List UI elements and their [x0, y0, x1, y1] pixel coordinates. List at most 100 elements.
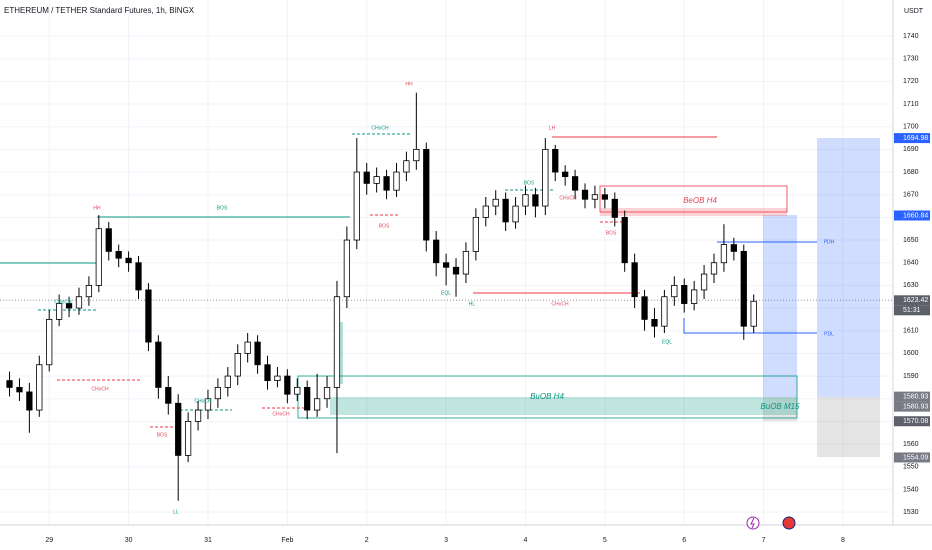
- candle-body: [75, 296, 83, 309]
- candle-body: [621, 216, 628, 264]
- candle-body: [36, 364, 43, 411]
- event-icon[interactable]: [746, 516, 760, 530]
- annotation: HH: [93, 205, 101, 211]
- candle-body: [175, 402, 182, 456]
- price-label-box: [894, 391, 930, 402]
- y-tick-label: 1560: [903, 441, 919, 448]
- candle-body: [65, 303, 73, 309]
- candle-body: [492, 198, 499, 207]
- bearish-order-block-fill: [600, 208, 787, 216]
- annotation: BuOB H4: [530, 392, 564, 401]
- candle-body: [304, 387, 311, 411]
- economic-event-icon[interactable]: [782, 516, 796, 530]
- price-label-box: [894, 401, 930, 412]
- candle-body: [611, 198, 618, 218]
- candle-body: [85, 284, 93, 298]
- annotation: PDH: [824, 239, 835, 245]
- x-tick-label: 4: [524, 537, 528, 544]
- price-label-box: [894, 133, 930, 144]
- y-tick-label: 1650: [903, 237, 919, 244]
- candle-body: [423, 148, 430, 241]
- candle-body: [333, 296, 341, 388]
- candle-body: [502, 198, 509, 223]
- candle-body: [224, 375, 231, 388]
- candle-body: [730, 244, 737, 252]
- candle-body: [284, 375, 291, 395]
- annotation: BOS: [157, 432, 168, 438]
- candle-body: [482, 205, 489, 218]
- candle-body: [641, 296, 648, 320]
- candle-body: [363, 171, 370, 184]
- zones: [297, 138, 880, 457]
- candle-body: [512, 205, 519, 223]
- annotations: HH BOS CHoCH CHoCH BOS LL CHoCH CHoCH HH CHoCH BOS…: [54, 81, 834, 515]
- candle-body: [26, 391, 33, 411]
- candle-body: [135, 262, 142, 291]
- countdown-box: [894, 305, 930, 316]
- price-label: 1570.08: [903, 418, 928, 425]
- position-target: [763, 215, 797, 397]
- annotation: CHoCH: [371, 125, 389, 131]
- candle-body: [691, 289, 698, 304]
- candle-body: [532, 194, 539, 207]
- candle-body: [591, 194, 599, 200]
- price-label: 1694.98: [903, 135, 928, 142]
- y-axis-label: USDT: [904, 8, 924, 15]
- x-tick-label: Feb: [281, 537, 293, 544]
- y-tick-label: 1680: [903, 169, 919, 176]
- candle-body: [184, 421, 192, 456]
- candle-body: [165, 387, 172, 404]
- candle-body: [125, 257, 132, 264]
- event-icon-glyph: [750, 517, 755, 529]
- price-label: 1623.42: [903, 297, 928, 304]
- candle-body: [472, 216, 479, 252]
- price-label-box: [894, 416, 930, 427]
- annotation: CHoCH: [272, 411, 290, 417]
- x-tick-label: 5: [603, 537, 607, 544]
- candle-body: [115, 250, 122, 259]
- candle-body: [700, 273, 708, 291]
- candles: [6, 92, 757, 501]
- annotation: EQL: [662, 339, 672, 345]
- candle-body: [313, 398, 321, 411]
- candle-body: [462, 250, 470, 275]
- candle-body: [353, 171, 360, 241]
- candle-body: [264, 364, 271, 382]
- candle-body: [571, 176, 579, 191]
- countdown: 51:31: [903, 307, 921, 314]
- candle-body: [254, 341, 261, 366]
- price-label: 1554.09: [903, 454, 928, 461]
- price-label-box: [894, 295, 930, 306]
- annotation: BOS: [379, 223, 390, 229]
- bullish-order-block-h4: [297, 375, 798, 419]
- axes: 1530154015501560157015801590160016101620…: [45, 33, 930, 544]
- y-tick-label: 1550: [903, 464, 919, 471]
- candle-body: [562, 171, 569, 177]
- candle-body: [6, 380, 13, 388]
- candle-body: [155, 341, 162, 388]
- candle-body: [194, 409, 202, 422]
- y-tick-label: 1730: [903, 56, 919, 63]
- candle-body: [343, 239, 351, 298]
- x-tick-label: 2: [365, 537, 369, 544]
- y-tick-label: 1590: [903, 373, 919, 380]
- candle-body: [105, 228, 112, 252]
- candle-body: [552, 148, 559, 173]
- price-label: 1660.84: [903, 212, 928, 219]
- x-tick-label: 3: [444, 537, 448, 544]
- annotation: CHoCH: [559, 195, 577, 201]
- y-tick-label: 1700: [903, 124, 919, 131]
- price-label-box: [894, 210, 930, 221]
- chart-title: ETHEREUM / TETHER Standard Futures, 1h, …: [4, 6, 195, 15]
- candle-body: [294, 387, 301, 395]
- y-tick-label: 1600: [903, 350, 919, 357]
- candle-body: [522, 194, 529, 207]
- annotation: HH: [405, 81, 413, 87]
- candle-body: [234, 353, 241, 377]
- annotation: CHoCH: [54, 299, 72, 305]
- annotation: BOS: [606, 230, 617, 236]
- candle-body: [383, 176, 390, 191]
- bearish-order-block-h4: [599, 185, 788, 213]
